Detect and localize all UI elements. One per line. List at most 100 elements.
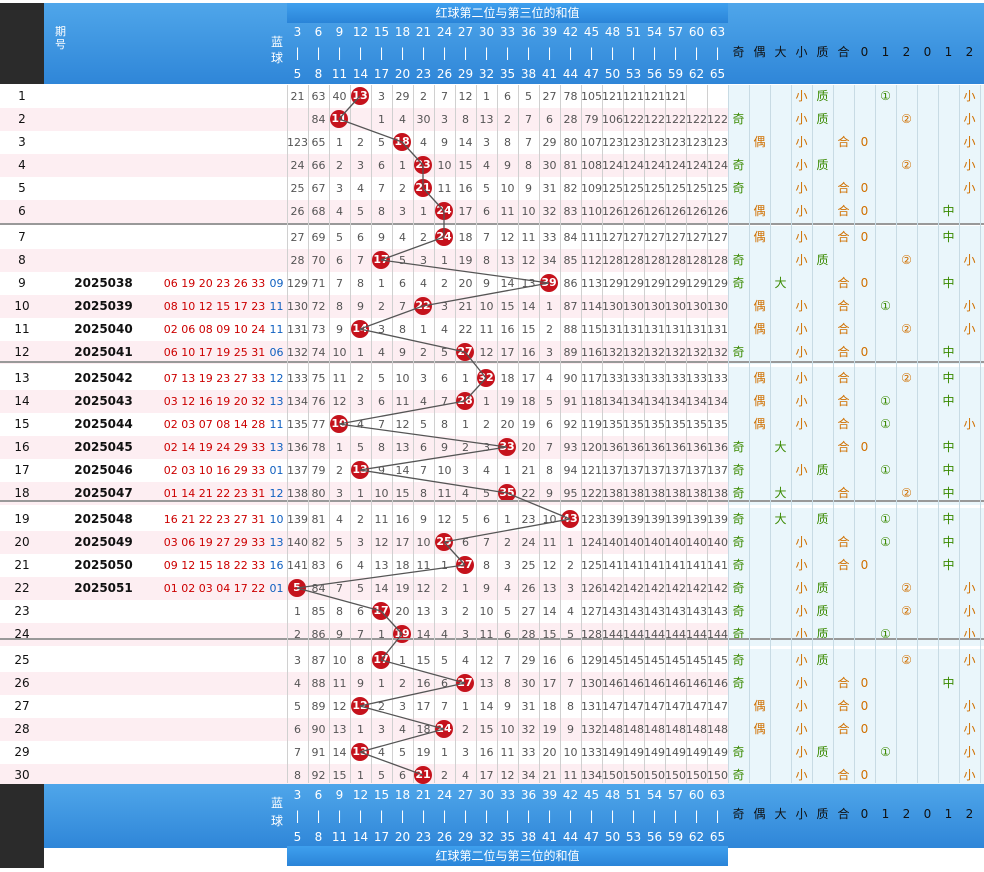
attr-header[interactable]: 小 — [795, 45, 808, 59]
attr-header[interactable]: 奇 — [732, 807, 745, 821]
omission-count: 88 — [563, 323, 578, 336]
attr-header[interactable]: 2 — [965, 45, 974, 59]
sum-value-ball[interactable]: 17 — [372, 651, 390, 669]
attr-header[interactable]: 合 — [837, 45, 850, 59]
period-id[interactable]: 2025040 — [74, 322, 133, 336]
period-header[interactable]: 期号 — [55, 25, 66, 51]
period-id[interactable]: 2025044 — [74, 417, 133, 431]
blue-ball-header[interactable]: 蓝球 — [270, 35, 283, 65]
attr-header[interactable]: 2 — [902, 45, 911, 59]
table-row[interactable]: 10 2025039 08 10 12 15 17 23 11 130 72 8 9 2 7 3 21… — [0, 295, 984, 318]
attr-header[interactable]: 0 — [860, 807, 869, 821]
attr-header[interactable]: 0 — [923, 45, 932, 59]
table-row[interactable]: 16 2025045 02 14 19 24 29 33 13 136 78 1 5 8 13 6 9… — [0, 436, 984, 459]
sum-value-ball[interactable]: 33 — [498, 438, 516, 456]
sum-value-ball[interactable]: 43 — [561, 510, 579, 528]
sum-value-ball[interactable]: 24 — [435, 228, 453, 246]
table-row[interactable]: 11 2025040 02 06 08 09 10 24 11 131 73 9 3 8 1 4 22… — [0, 318, 984, 341]
attr-header[interactable]: 1 — [881, 45, 890, 59]
period-id[interactable]: 2025039 — [74, 299, 133, 313]
sum-value-ball[interactable]: 11 — [330, 110, 348, 128]
attr-header[interactable]: 小 — [795, 807, 808, 821]
table-row[interactable]: 26 4 88 11 9 1 2 16 6 13 8 30 17 7 130 146 146 146 146 146 1… — [0, 672, 984, 695]
sum-value-ball[interactable]: 32 — [477, 369, 495, 387]
attr-header[interactable]: 偶 — [753, 45, 766, 59]
sum-value-ball[interactable]: 27 — [456, 674, 474, 692]
table-row[interactable]: 2 84 1 4 30 3 8 13 2 7 6 28 79 106 122 122 122 122 122 11 奇小… — [0, 108, 984, 131]
sum-value-ball[interactable]: 24 — [435, 720, 453, 738]
attr-zone-bg — [728, 367, 984, 390]
table-row[interactable]: 12 2025041 06 10 17 19 25 31 06 132 74 10 1 4 9 2 5… — [0, 341, 984, 364]
sum-value-ball[interactable]: 21 — [414, 766, 432, 784]
sum-value-ball[interactable]: 24 — [435, 202, 453, 220]
table-row[interactable]: 29 7 91 14 4 5 19 1 3 16 11 33 20 10 133 149 149 149 149 14… — [0, 741, 984, 764]
period-id[interactable]: 2025050 — [74, 558, 133, 572]
sum-value-ball[interactable]: 12 — [351, 697, 369, 715]
table-row[interactable]: 21 2025050 09 12 15 18 22 33 16 141 83 6 4 13 18 1… — [0, 554, 984, 577]
period-id[interactable]: 2025047 — [74, 486, 133, 500]
period-id[interactable]: 2025048 — [74, 512, 133, 526]
period-id[interactable]: 2025045 — [74, 440, 133, 454]
period-id[interactable]: 2025051 — [74, 581, 133, 595]
table-row[interactable]: 27 5 89 12 2 3 17 7 1 14 9 31 18 8 131 147 147 147 147 147 1… — [0, 695, 984, 718]
table-row[interactable]: 17 2025046 02 03 10 16 29 33 01 137 79 2 9 14 7 10… — [0, 459, 984, 482]
table-row[interactable]: 19 2025048 16 21 22 23 27 31 10 139 81 4 2 11 16 9… — [0, 508, 984, 531]
table-row[interactable]: 5 25 67 3 4 7 2 11 16 5 10 9 31 82 109 125 125 125 125 125 1… — [0, 177, 984, 200]
attr-header[interactable]: 1 — [944, 45, 953, 59]
attr-header[interactable]: 2 — [902, 807, 911, 821]
sum-value-ball[interactable]: 13 — [351, 87, 369, 105]
period-id[interactable]: 2025038 — [74, 276, 133, 290]
sum-value-ball[interactable]: 25 — [435, 533, 453, 551]
table-row[interactable]: 20 2025049 03 06 19 27 29 33 13 140 82 5 3 12 17 1… — [0, 531, 984, 554]
table-row[interactable]: 14 2025043 03 12 16 19 20 32 13 134 76 12 3 6 11 4… — [0, 390, 984, 413]
table-row[interactable]: 1 21 63 40 3 29 2 7 12 1 6 5 27 78 105 121 121 121 121 13 小质… — [0, 85, 984, 108]
sum-value-ball[interactable]: 13 — [351, 743, 369, 761]
attr-header[interactable]: 偶 — [753, 807, 766, 821]
table-row[interactable]: 30 8 92 15 1 5 6 2 4 17 12 34 21 11 134 150 150 150 150 150… — [0, 764, 984, 787]
sum-value-ball[interactable]: 13 — [351, 461, 369, 479]
sum-value-ball[interactable]: 17 — [372, 251, 390, 269]
period-id[interactable]: 2025041 — [74, 345, 133, 359]
table-row[interactable]: 25 3 87 10 8 1 15 5 4 12 7 29 16 6 129 145 145 145 145 145 1… — [0, 649, 984, 672]
table-row[interactable]: 22 2025051 01 02 03 04 17 22 01 84 7 5 14 19 12 2 1… — [0, 577, 984, 600]
sum-value-ball[interactable]: 23 — [414, 156, 432, 174]
attr-header[interactable]: 大 — [774, 807, 787, 821]
table-row[interactable]: 9 2025038 06 19 20 23 26 33 09 129 71 7 8 1 6 4 2 20… — [0, 272, 984, 295]
attr-header[interactable]: 1 — [944, 807, 953, 821]
sum-value-ball[interactable]: 22 — [414, 297, 432, 315]
sum-value-ball[interactable]: 27 — [456, 556, 474, 574]
sum-value-ball[interactable]: 27 — [456, 343, 474, 361]
attr-header[interactable]: 2 — [965, 807, 974, 821]
attr-header[interactable]: 大 — [774, 45, 787, 59]
sum-value-ball[interactable]: 28 — [456, 392, 474, 410]
table-row[interactable]: 13 2025042 07 13 19 23 27 33 12 133 75 11 2 5 10 3… — [0, 367, 984, 390]
sum-value-ball[interactable]: 5 — [288, 579, 306, 597]
attr-header[interactable]: 0 — [923, 807, 932, 821]
table-row[interactable]: 4 24 66 2 3 6 1 10 15 4 9 8 30 81 108 124 124 124 124 124 12… — [0, 154, 984, 177]
table-row[interactable]: 15 2025044 02 03 07 08 14 28 11 135 77 4 7 12 5 8 1… — [0, 413, 984, 436]
sum-value-ball[interactable]: 17 — [372, 602, 390, 620]
attr-header[interactable]: 合 — [837, 807, 850, 821]
table-row[interactable]: 23 1 85 8 6 20 13 3 2 10 5 27 14 4 127 143 143 143 143 143 1… — [0, 600, 984, 623]
table-row[interactable]: 28 6 90 13 1 3 4 18 2 15 10 32 19 9 132 148 148 148 148 148… — [0, 718, 984, 741]
period-id[interactable]: 2025049 — [74, 535, 133, 549]
table-row[interactable]: 8 28 70 6 7 5 3 1 19 8 13 12 34 85 112 128 128 128 128 128 1… — [0, 249, 984, 272]
attr-header[interactable]: 1 — [881, 807, 890, 821]
sum-value-ball[interactable]: 10 — [330, 415, 348, 433]
period-id[interactable]: 2025046 — [74, 463, 133, 477]
table-row[interactable]: 6 26 68 4 5 8 3 1 17 6 11 10 32 83 110 126 126 126 126 126 1… — [0, 200, 984, 223]
table-row[interactable]: 3 123 65 1 2 5 4 9 14 3 8 7 29 80 107 123 123 123 123 123 12… — [0, 131, 984, 154]
attr-header[interactable]: 质 — [816, 807, 829, 821]
period-id[interactable]: 2025043 — [74, 394, 133, 408]
period-id[interactable]: 2025042 — [74, 371, 133, 385]
table-row[interactable]: 7 27 69 5 6 9 4 2 18 7 12 11 33 84 111 127 127 127 127 127 1… — [0, 226, 984, 249]
attr-header[interactable]: 奇 — [732, 45, 745, 59]
attr-header[interactable]: 0 — [860, 45, 869, 59]
sum-value-ball[interactable]: 18 — [393, 133, 411, 151]
attr-header[interactable]: 质 — [816, 45, 829, 59]
table-row[interactable]: 24 2 86 9 7 1 14 4 3 11 6 28 15 5 128 144 144 144 144 144 14… — [0, 623, 984, 646]
sum-value-ball[interactable]: 14 — [351, 320, 369, 338]
sum-value-ball[interactable]: 39 — [540, 274, 558, 292]
sum-value-ball[interactable]: 19 — [393, 625, 411, 643]
sum-value-ball[interactable]: 21 — [414, 179, 432, 197]
